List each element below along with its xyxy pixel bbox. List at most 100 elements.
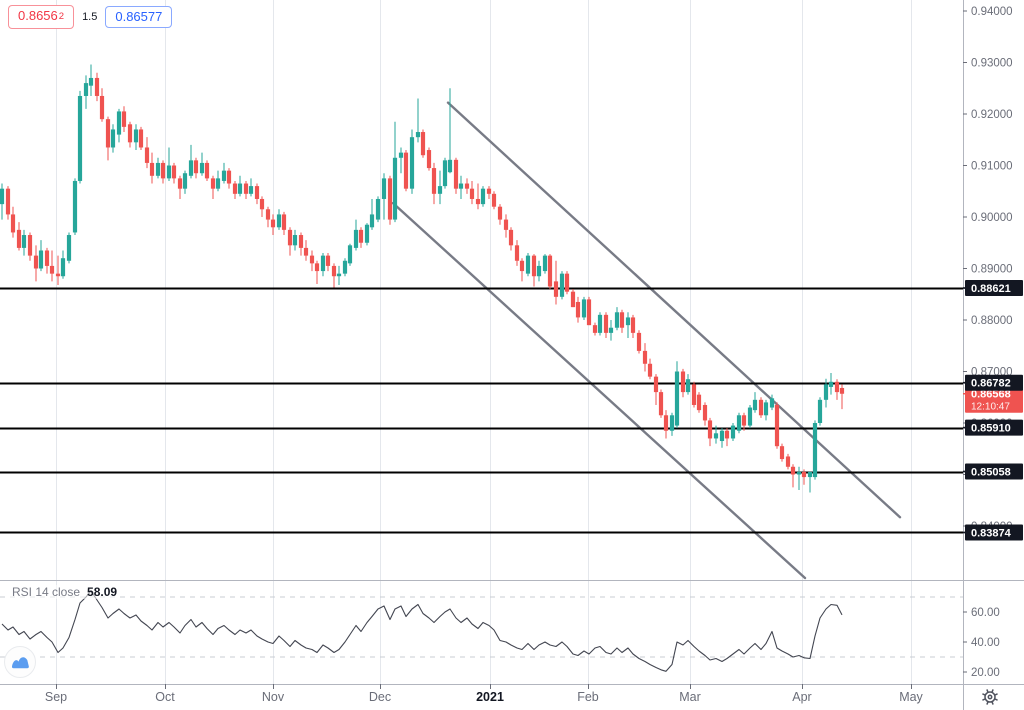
candle bbox=[680, 368, 686, 398]
candle bbox=[55, 255, 61, 285]
candle-body bbox=[94, 77, 100, 96]
candle-body bbox=[237, 183, 243, 194]
candle-body bbox=[785, 456, 791, 467]
candle-body bbox=[270, 219, 276, 228]
candle bbox=[570, 289, 576, 308]
candle bbox=[491, 191, 497, 210]
candle-body bbox=[823, 384, 829, 400]
candle bbox=[353, 219, 359, 251]
candle bbox=[415, 98, 421, 143]
price-axis-label: 0.94000 bbox=[971, 6, 1013, 18]
trade-panel: 0.8656 2 1.5 0.86577 bbox=[8, 5, 173, 29]
candle-body bbox=[553, 281, 559, 297]
candle bbox=[409, 129, 415, 194]
price-axis-label: 0.91000 bbox=[971, 161, 1013, 173]
candle-body bbox=[724, 430, 730, 439]
candle bbox=[281, 211, 287, 236]
candle-body bbox=[199, 162, 205, 174]
candle bbox=[94, 72, 100, 102]
level-label-bg bbox=[965, 374, 1023, 391]
level-label-bg bbox=[965, 419, 1023, 436]
candle-body bbox=[77, 95, 83, 181]
sell-price-button[interactable]: 0.8656 2 bbox=[8, 5, 75, 29]
level-label-bg bbox=[965, 280, 1023, 297]
candle bbox=[828, 373, 834, 395]
rsi-axis-label: 60.00 bbox=[971, 607, 1000, 619]
candle bbox=[503, 214, 509, 238]
candle-body bbox=[88, 77, 94, 86]
candle bbox=[347, 243, 353, 266]
indicator-logo-icon[interactable] bbox=[3, 645, 37, 684]
candle-body bbox=[392, 157, 398, 220]
candle bbox=[171, 162, 177, 184]
candle-body bbox=[420, 132, 426, 156]
candle-body bbox=[758, 399, 764, 416]
candle-body bbox=[325, 255, 331, 266]
candle-body bbox=[531, 255, 537, 277]
time-scale[interactable]: Sep Oct Nov Dec 2021 Feb Mar Apr May bbox=[45, 684, 924, 704]
buy-price-button[interactable]: 0.86577 bbox=[105, 6, 173, 28]
candle bbox=[497, 204, 503, 225]
candle bbox=[647, 358, 653, 380]
candle bbox=[469, 180, 475, 205]
candle bbox=[182, 170, 188, 194]
rsi-indicator-title[interactable]: RSI 14 close bbox=[12, 585, 81, 599]
candle bbox=[160, 160, 166, 184]
candle-body bbox=[536, 265, 542, 277]
candle-body bbox=[730, 425, 736, 439]
spread-value: 1.5 bbox=[82, 11, 98, 23]
candle-body bbox=[769, 398, 775, 408]
trendline[interactable] bbox=[446, 101, 902, 519]
candle bbox=[747, 404, 753, 429]
candle-body bbox=[581, 299, 587, 318]
candle-body bbox=[586, 299, 592, 326]
candle-body bbox=[619, 312, 625, 328]
rsi-scale[interactable]: 60.00 40.00 20.00 bbox=[963, 607, 1000, 679]
candle bbox=[653, 374, 659, 405]
price-scale[interactable]: 0.94000 0.93000 0.92000 0.91000 0.90000 0.890… bbox=[963, 6, 1013, 533]
current-price-countdown: 12:10:47 bbox=[971, 402, 1010, 413]
candle bbox=[276, 209, 282, 230]
candle-body bbox=[342, 260, 348, 274]
candle bbox=[437, 170, 443, 205]
candle-body bbox=[674, 371, 680, 426]
candle-body bbox=[127, 124, 133, 143]
candle bbox=[625, 312, 631, 339]
settings-gear-icon[interactable] bbox=[977, 685, 1003, 709]
candle bbox=[358, 227, 364, 248]
candle bbox=[166, 147, 172, 181]
candle bbox=[133, 124, 139, 151]
candle-body bbox=[358, 229, 364, 243]
candle-body bbox=[747, 407, 753, 426]
candle-body bbox=[182, 173, 188, 189]
candle-body bbox=[226, 170, 232, 184]
sell-price-superscript: 2 bbox=[58, 11, 65, 22]
current-price-value: 0.86568 bbox=[971, 389, 1011, 401]
candle-body bbox=[381, 178, 387, 199]
candle-body bbox=[336, 273, 342, 277]
candle bbox=[724, 428, 730, 447]
candle bbox=[763, 399, 769, 421]
trendline[interactable] bbox=[391, 201, 807, 580]
time-axis-label: Oct bbox=[155, 690, 175, 704]
level-label-bg bbox=[965, 463, 1023, 480]
rsi-pane bbox=[1, 590, 843, 672]
candle bbox=[630, 314, 636, 339]
candle-body bbox=[817, 399, 823, 423]
current-price-label-bg bbox=[965, 386, 1023, 413]
candle bbox=[553, 260, 559, 305]
candle bbox=[736, 412, 742, 434]
candle bbox=[685, 374, 691, 395]
candle-body bbox=[138, 129, 144, 148]
candle-body bbox=[259, 198, 265, 210]
candle bbox=[719, 428, 725, 448]
candle bbox=[475, 183, 481, 210]
candle-body bbox=[0, 188, 5, 205]
candle-body bbox=[60, 258, 66, 277]
rsi-axis-label: 20.00 bbox=[971, 667, 1000, 679]
candle bbox=[110, 124, 116, 153]
candlestick-series bbox=[0, 64, 845, 493]
candle-body bbox=[779, 446, 785, 460]
